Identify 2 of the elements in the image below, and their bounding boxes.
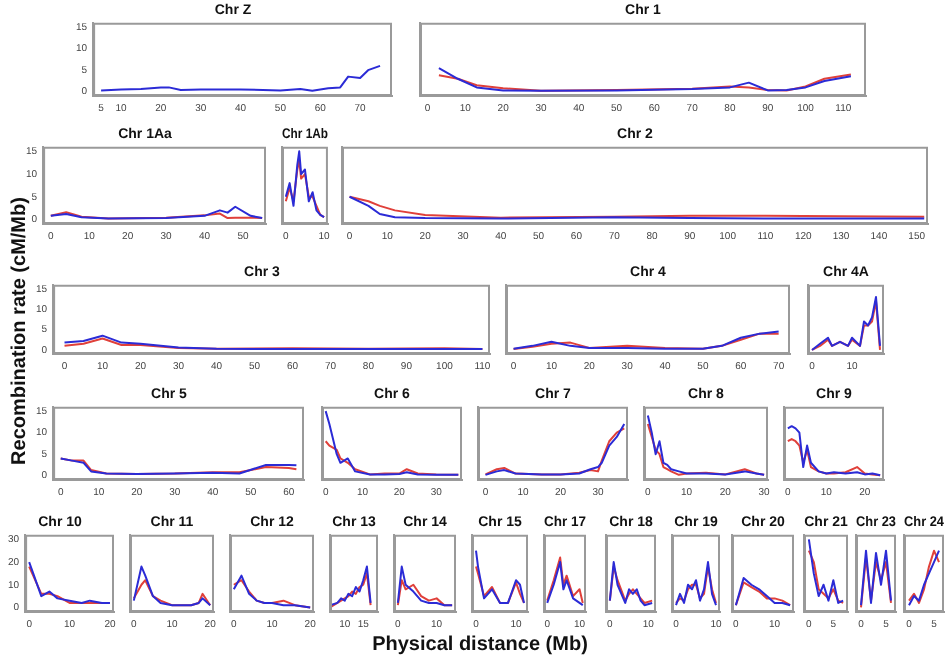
x-axis-title: Physical distance (Mb) — [370, 634, 590, 656]
y-axis-title: Recombination rate (cM/Mb) — [9, 195, 31, 469]
